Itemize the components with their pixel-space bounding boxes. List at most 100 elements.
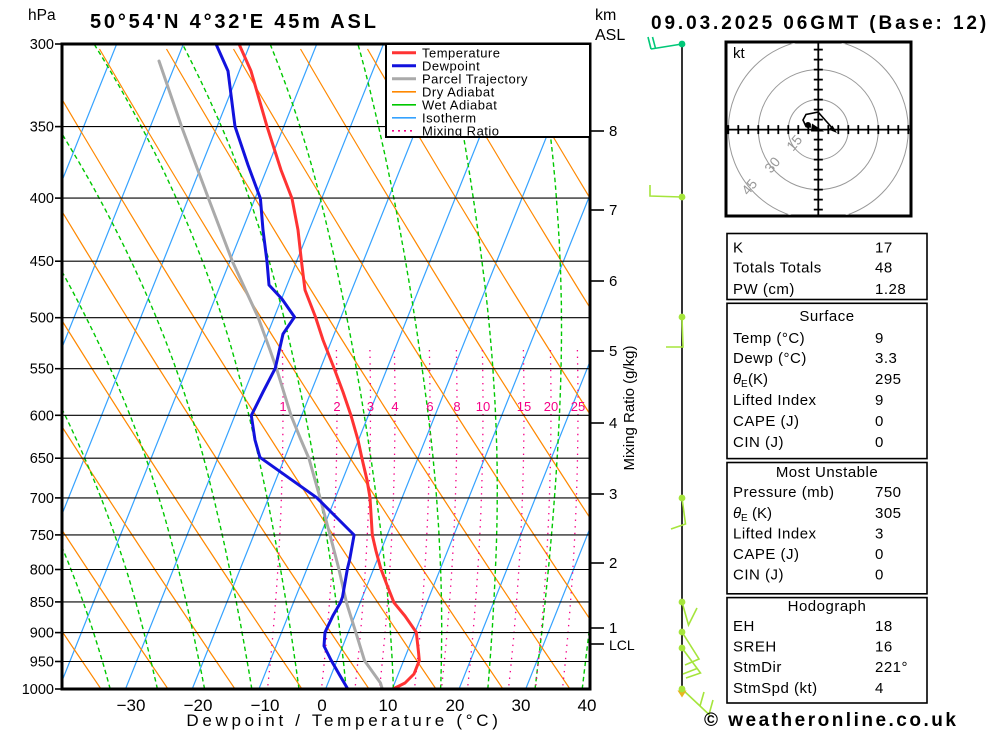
svg-text:Surface: Surface: [799, 308, 854, 325]
svg-text:1: 1: [279, 399, 286, 414]
svg-text:9: 9: [875, 392, 884, 409]
svg-text:2: 2: [333, 399, 340, 414]
svg-text:7: 7: [609, 202, 617, 219]
svg-text:6: 6: [609, 273, 617, 290]
svg-text:Pressure (mb): Pressure (mb): [733, 484, 835, 501]
svg-text:550: 550: [30, 362, 54, 378]
svg-text:SREH: SREH: [733, 639, 777, 656]
svg-text:700: 700: [30, 491, 54, 507]
svg-text:E: E: [741, 379, 748, 390]
svg-text:50°54'N 4°32'E 45m ASL: 50°54'N 4°32'E 45m ASL: [90, 11, 379, 33]
svg-text:(K): (K): [748, 371, 768, 388]
svg-text:450: 450: [30, 254, 54, 270]
svg-text:5: 5: [609, 343, 617, 360]
svg-text:20: 20: [544, 399, 558, 414]
svg-text:750: 750: [875, 484, 902, 501]
svg-text:400: 400: [30, 191, 54, 207]
svg-text:0: 0: [317, 696, 326, 715]
svg-text:4: 4: [391, 399, 398, 414]
svg-text:LCL: LCL: [609, 637, 635, 653]
svg-text:CIN (J): CIN (J): [733, 434, 784, 451]
svg-text:Isotherm: Isotherm: [422, 110, 477, 125]
svg-text:Parcel Trajectory: Parcel Trajectory: [422, 71, 528, 86]
svg-text:Wet Adiabat: Wet Adiabat: [422, 97, 497, 112]
svg-text:0: 0: [875, 567, 884, 584]
svg-text:CAPE (J): CAPE (J): [733, 413, 800, 430]
svg-text:1.28: 1.28: [875, 281, 906, 298]
svg-text:900: 900: [30, 626, 54, 642]
svg-text:20: 20: [446, 696, 465, 715]
svg-text:(K): (K): [752, 505, 772, 522]
svg-text:2: 2: [609, 555, 617, 572]
svg-text:© weatheronline.co.uk: © weatheronline.co.uk: [704, 710, 958, 731]
svg-text:kt: kt: [733, 45, 746, 62]
svg-text:θ: θ: [733, 371, 741, 388]
svg-text:09.03.2025 06GMT (Base: 12): 09.03.2025 06GMT (Base: 12): [651, 13, 989, 34]
svg-text:950: 950: [30, 655, 54, 671]
svg-text:9: 9: [875, 330, 884, 347]
svg-text:−20: −20: [184, 696, 213, 715]
svg-text:300: 300: [30, 37, 54, 53]
svg-text:16: 16: [875, 639, 893, 656]
svg-text:Lifted Index: Lifted Index: [733, 525, 817, 542]
svg-text:−30: −30: [117, 696, 146, 715]
svg-text:−10: −10: [251, 696, 280, 715]
svg-text:3: 3: [609, 486, 617, 503]
svg-text:Lifted Index: Lifted Index: [733, 392, 817, 409]
svg-text:Dewpoint / Temperature (°C): Dewpoint / Temperature (°C): [186, 711, 501, 730]
svg-text:500: 500: [30, 311, 54, 327]
svg-text:10: 10: [379, 696, 398, 715]
svg-text:4: 4: [609, 415, 617, 432]
svg-text:CIN (J): CIN (J): [733, 567, 784, 584]
svg-text:6: 6: [426, 399, 433, 414]
svg-text:8: 8: [453, 399, 460, 414]
svg-text:PW (cm): PW (cm): [733, 281, 795, 298]
svg-text:3.3: 3.3: [875, 350, 897, 367]
svg-text:30: 30: [512, 696, 531, 715]
svg-text:Most Unstable: Most Unstable: [776, 464, 878, 481]
svg-text:EH: EH: [733, 618, 755, 635]
svg-text:E: E: [741, 513, 748, 524]
svg-text:hPa: hPa: [28, 7, 56, 24]
svg-text:15: 15: [517, 399, 531, 414]
svg-text:Mixing Ratio (g/kg): Mixing Ratio (g/kg): [621, 345, 638, 470]
svg-text:40: 40: [578, 696, 597, 715]
svg-text:km: km: [595, 7, 616, 24]
svg-text:350: 350: [30, 120, 54, 136]
svg-text:StmDir: StmDir: [733, 659, 782, 676]
svg-text:1: 1: [609, 620, 617, 637]
svg-text:750: 750: [30, 528, 54, 544]
svg-text:ASL: ASL: [595, 27, 625, 44]
svg-text:θ: θ: [733, 505, 741, 522]
svg-text:8: 8: [609, 123, 617, 140]
svg-text:3: 3: [367, 399, 374, 414]
svg-text:650: 650: [30, 451, 54, 467]
svg-text:800: 800: [30, 563, 54, 579]
svg-text:0: 0: [875, 413, 884, 430]
svg-text:3: 3: [875, 525, 884, 542]
svg-text:Dewpoint: Dewpoint: [422, 58, 480, 73]
svg-text:Dry Adiabat: Dry Adiabat: [422, 84, 495, 99]
svg-text:Totals Totals: Totals Totals: [733, 260, 822, 277]
svg-text:4: 4: [875, 680, 884, 697]
svg-text:600: 600: [30, 408, 54, 424]
svg-text:17: 17: [875, 240, 893, 257]
svg-text:K: K: [733, 240, 744, 257]
svg-text:Temp (°C): Temp (°C): [733, 330, 805, 347]
svg-text:48: 48: [875, 260, 893, 277]
svg-text:StmSpd (kt): StmSpd (kt): [733, 680, 818, 697]
svg-text:Temperature: Temperature: [422, 45, 500, 60]
svg-text:Dewp (°C): Dewp (°C): [733, 350, 807, 367]
svg-text:CAPE (J): CAPE (J): [733, 546, 800, 563]
svg-text:25: 25: [571, 399, 585, 414]
svg-text:221°: 221°: [875, 659, 908, 676]
svg-text:Mixing Ratio: Mixing Ratio: [422, 123, 500, 138]
svg-text:18: 18: [875, 618, 893, 635]
svg-text:295: 295: [875, 371, 902, 388]
svg-text:Hodograph: Hodograph: [788, 598, 867, 615]
svg-text:0: 0: [875, 546, 884, 563]
svg-text:850: 850: [30, 595, 54, 611]
svg-text:10: 10: [476, 399, 490, 414]
svg-text:0: 0: [875, 434, 884, 451]
svg-text:1000: 1000: [22, 682, 54, 698]
